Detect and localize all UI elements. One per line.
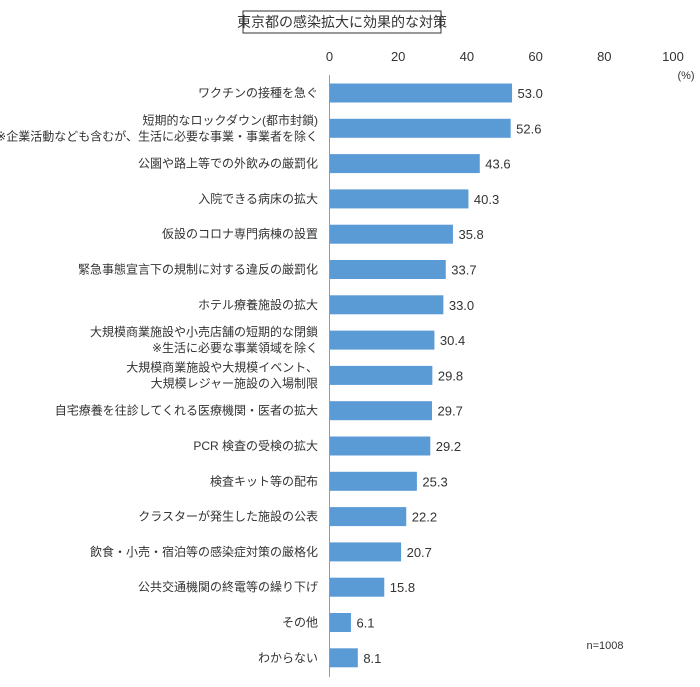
category-label: 短期的なロックダウン(都市封鎖): [142, 112, 318, 127]
data-label: 40.3: [474, 192, 499, 207]
data-label: 8.1: [363, 651, 381, 666]
bar: [330, 613, 351, 632]
category-label: ホテル療養施設の拡大: [198, 297, 318, 312]
bar: [330, 542, 402, 562]
bar: [330, 401, 433, 421]
x-tick-label: 20: [391, 49, 405, 64]
data-label: 29.8: [438, 368, 463, 383]
bar: [330, 471, 417, 491]
data-label: 20.7: [407, 545, 432, 560]
sample-size-note: n=1008: [586, 640, 623, 652]
bar: [330, 436, 431, 456]
bar: [330, 118, 511, 138]
bar: [330, 260, 446, 279]
x-tick-label: 40: [460, 49, 474, 64]
x-tick-label: 0: [326, 49, 333, 64]
data-label: 29.2: [436, 439, 461, 454]
x-tick-label: 100: [662, 49, 684, 64]
data-label: 52.6: [516, 121, 541, 136]
title-box: [242, 10, 442, 34]
category-label: 公共交通機関の終電等の繰り下げ: [138, 579, 318, 594]
bar: [330, 330, 435, 350]
data-label: 53.0: [518, 86, 543, 101]
bar: [330, 365, 433, 385]
category-label: 入院できる病床の拡大: [198, 191, 318, 206]
category-label: 大規模商業施設や小売店舗の短期的な閉鎖: [90, 324, 318, 339]
data-label: 29.7: [438, 404, 463, 419]
category-label: 仮設のコロナ専門病棟の設置: [162, 226, 318, 241]
bar: [330, 154, 480, 174]
category-label: クラスターが発生した施設の公表: [138, 509, 318, 524]
data-label: 33.0: [449, 298, 474, 313]
bar: [330, 507, 407, 527]
bar: [330, 648, 358, 668]
x-tick-label: 60: [528, 49, 542, 64]
data-label: 33.7: [451, 263, 476, 278]
unit-label: (%): [677, 70, 694, 82]
bar: [330, 577, 385, 597]
data-label: 30.4: [440, 333, 465, 348]
category-label: 大規模商業施設や大規模イベント、: [126, 359, 318, 374]
category-label: 自宅療養を往診してくれる医療機関・医者の拡大: [55, 403, 318, 418]
category-label: ※企業活動なども含むが、生活に必要な事業・事業者を除く: [0, 128, 318, 143]
data-label: 22.2: [412, 510, 437, 525]
bar: [330, 189, 469, 209]
category-label: その他: [282, 616, 318, 630]
category-label: わからない: [258, 651, 318, 665]
data-label: 35.8: [458, 227, 483, 242]
chart-title: 東京都の感染拡大に効果的な対策: [237, 14, 447, 30]
category-label: PCR 検査の受検の拡大: [193, 439, 318, 453]
category-label: 検査キット等の配布: [210, 474, 318, 488]
category-label: 大規模レジャー施設の入場制限: [151, 375, 318, 390]
category-label: 公園や路上等での外飲みの厳罰化: [138, 156, 318, 171]
category-label: 飲食・小売・宿泊等の感染症対策の厳格化: [90, 544, 318, 559]
data-label: 15.8: [390, 580, 415, 595]
category-label: ワクチンの接種を急ぐ: [198, 85, 318, 100]
bar: [330, 224, 453, 244]
bar: [330, 295, 444, 315]
bar: [330, 83, 513, 103]
data-label: 6.1: [356, 616, 374, 631]
category-label: ※生活に必要な事業領域を除く: [152, 340, 318, 355]
x-tick-label: 80: [597, 49, 611, 64]
category-label: 緊急事態宣言下の規制に対する違反の厳罰化: [78, 262, 318, 277]
data-label: 43.6: [485, 157, 510, 172]
data-label: 25.3: [422, 474, 447, 489]
